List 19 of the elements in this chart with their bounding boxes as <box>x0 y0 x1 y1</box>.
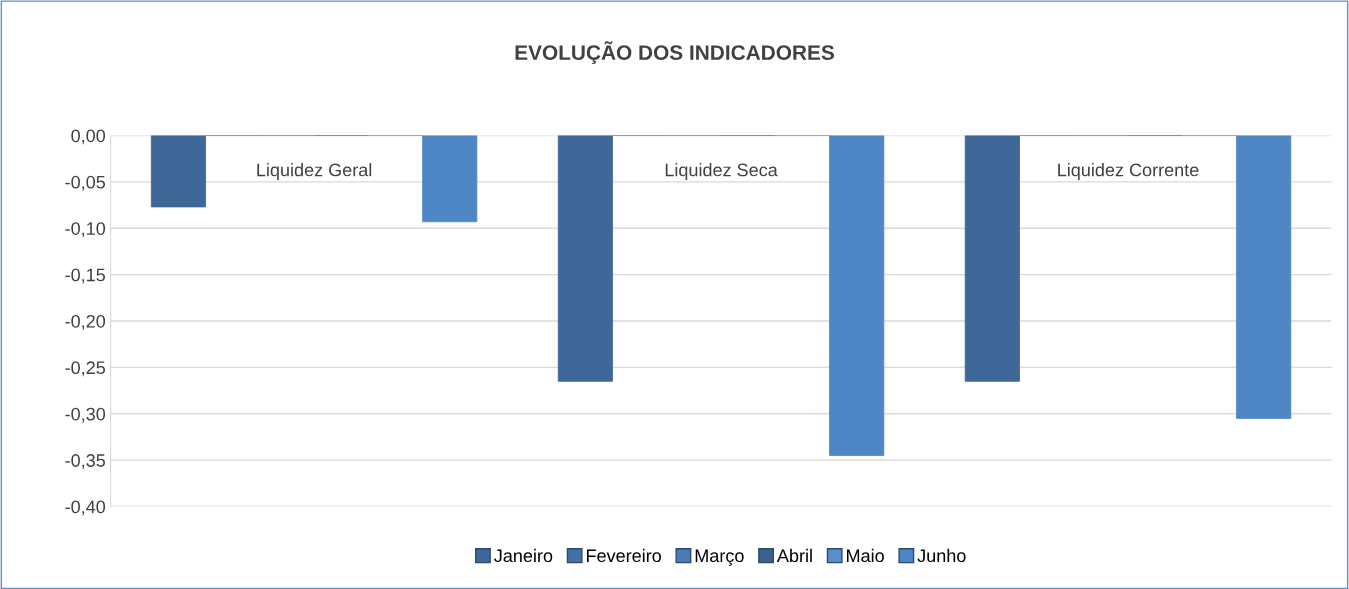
x-tick-label: Liquidez Corrente <box>1058 163 1199 180</box>
legend-label: Maio <box>847 548 884 563</box>
chart-title: EVOLUÇÃO DOS INDICADORES <box>515 41 834 65</box>
legend-label: Fevereiro <box>586 548 661 563</box>
y-tick-label: -0,30 <box>65 407 106 423</box>
x-tick-label: Liquidez Geral <box>257 163 372 180</box>
y-tick-label: -0,35 <box>65 454 105 470</box>
y-tick-label: -0,40 <box>65 500 106 516</box>
y-tick-label: -0,25 <box>65 361 105 377</box>
x-tick-label: Liquidez Seca <box>665 163 778 180</box>
y-tick-label: -0,20 <box>65 314 106 330</box>
legend-label: Junho <box>917 548 966 563</box>
legend-label: Março <box>695 549 744 566</box>
legend-label: Abril <box>776 548 812 563</box>
y-tick-label: -0,15 <box>65 268 105 284</box>
y-tick-label: -0,10 <box>65 222 106 238</box>
y-tick-label: 0,00 <box>71 129 106 145</box>
y-tick-label: -0,05 <box>65 175 105 191</box>
legend-label: Janeiro <box>494 548 553 563</box>
